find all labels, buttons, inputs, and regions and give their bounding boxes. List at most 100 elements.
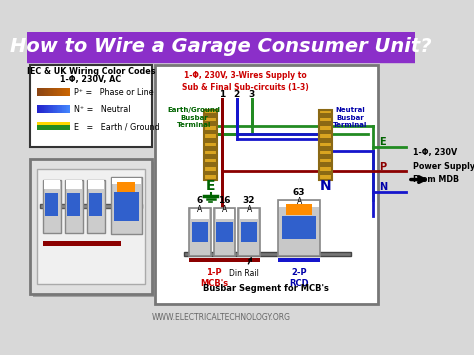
Bar	[69, 105, 70, 113]
Text: 1-P
MCB's: 1-P MCB's	[200, 268, 228, 288]
Bar	[38, 105, 39, 113]
Bar	[51, 122, 52, 130]
Bar	[42, 105, 43, 113]
Bar	[67, 193, 81, 217]
Text: WWW.ELECTRICALTECHNOLOGY.ORG: WWW.ELECTRICALTECHNOLOGY.ORG	[152, 313, 291, 322]
Bar	[87, 180, 105, 233]
Text: 32: 32	[243, 196, 255, 205]
Bar	[42, 88, 43, 96]
Bar	[37, 169, 145, 284]
Bar	[205, 154, 216, 159]
Bar	[216, 222, 233, 242]
Bar	[114, 192, 138, 220]
Bar	[37, 122, 38, 130]
Bar	[43, 241, 120, 246]
Bar	[63, 105, 64, 113]
Bar	[320, 162, 330, 167]
Text: Busbar Segment for MCB's: Busbar Segment for MCB's	[203, 284, 329, 293]
Bar	[43, 105, 44, 113]
Bar	[50, 105, 51, 113]
Bar	[53, 88, 54, 96]
Bar	[58, 105, 59, 113]
Bar	[40, 105, 41, 113]
Bar	[111, 178, 141, 185]
Text: 1-Φ, 230V, 3-Wires Supply to
Sub & Final Sub-circuits (1-3): 1-Φ, 230V, 3-Wires Supply to Sub & Final…	[182, 71, 309, 92]
Bar	[216, 209, 234, 219]
Bar	[44, 180, 60, 189]
Bar	[54, 105, 55, 113]
Bar	[65, 180, 83, 233]
Bar	[58, 88, 59, 96]
Bar	[189, 258, 260, 262]
Text: P⁺ =   Phase or Line: P⁺ = Phase or Line	[74, 88, 154, 97]
Bar	[59, 88, 60, 96]
Bar	[65, 122, 66, 130]
Bar	[41, 88, 42, 96]
Bar	[46, 122, 47, 130]
Bar	[27, 32, 415, 62]
Text: 1: 1	[219, 90, 225, 99]
Bar	[66, 122, 67, 130]
Bar	[49, 88, 50, 96]
Bar	[286, 204, 312, 215]
Bar	[40, 122, 41, 130]
Bar	[44, 105, 45, 113]
Bar	[47, 105, 48, 113]
Bar	[320, 138, 330, 143]
Bar	[53, 122, 54, 130]
Bar	[51, 105, 52, 113]
Bar	[204, 110, 217, 180]
Text: IEC & UK Wiring Color Codes: IEC & UK Wiring Color Codes	[27, 67, 155, 76]
Bar	[191, 209, 209, 219]
Bar	[37, 88, 38, 96]
Bar	[320, 146, 330, 151]
Bar	[54, 88, 55, 96]
Bar	[61, 88, 62, 96]
Text: N: N	[379, 182, 387, 192]
Bar	[45, 105, 46, 113]
Text: E: E	[379, 137, 386, 147]
Text: A: A	[246, 205, 252, 214]
Bar	[68, 105, 69, 113]
Bar	[65, 180, 82, 189]
Text: E: E	[206, 179, 215, 193]
Bar	[66, 105, 67, 113]
Bar	[68, 88, 69, 96]
Bar	[205, 130, 216, 135]
Bar	[278, 258, 320, 262]
Bar	[61, 122, 62, 130]
Text: N⁺ =   Neutral: N⁺ = Neutral	[74, 105, 130, 114]
Bar	[205, 121, 216, 126]
Bar	[63, 122, 64, 130]
Text: Neutral
Busbar
Terminal: Neutral Busbar Terminal	[333, 108, 367, 129]
Bar	[57, 88, 58, 96]
Bar	[189, 208, 210, 256]
Bar	[49, 105, 50, 113]
Bar	[60, 88, 61, 96]
Bar	[67, 105, 68, 113]
Bar	[279, 201, 319, 207]
Bar	[155, 65, 378, 304]
Bar	[54, 122, 55, 130]
Bar	[67, 88, 68, 96]
Text: Earth/Ground
Busbar
Terminal: Earth/Ground Busbar Terminal	[168, 108, 221, 129]
Bar	[238, 208, 260, 256]
Bar	[39, 105, 40, 113]
Bar	[38, 122, 39, 130]
Bar	[205, 146, 216, 151]
Bar	[62, 88, 63, 96]
Bar	[282, 217, 316, 239]
Bar	[192, 222, 208, 242]
Bar	[62, 122, 63, 130]
Bar	[117, 182, 135, 192]
Bar	[62, 105, 63, 113]
Bar	[55, 105, 56, 113]
Text: 1-Φ, 230V, AC: 1-Φ, 230V, AC	[60, 75, 122, 84]
Bar	[241, 222, 257, 242]
Bar	[52, 122, 53, 130]
Text: How to Wire a Garage Consumer Unit?: How to Wire a Garage Consumer Unit?	[10, 37, 432, 56]
Bar	[53, 105, 54, 113]
Bar	[41, 122, 42, 130]
Bar	[60, 122, 61, 130]
Bar	[64, 122, 65, 130]
